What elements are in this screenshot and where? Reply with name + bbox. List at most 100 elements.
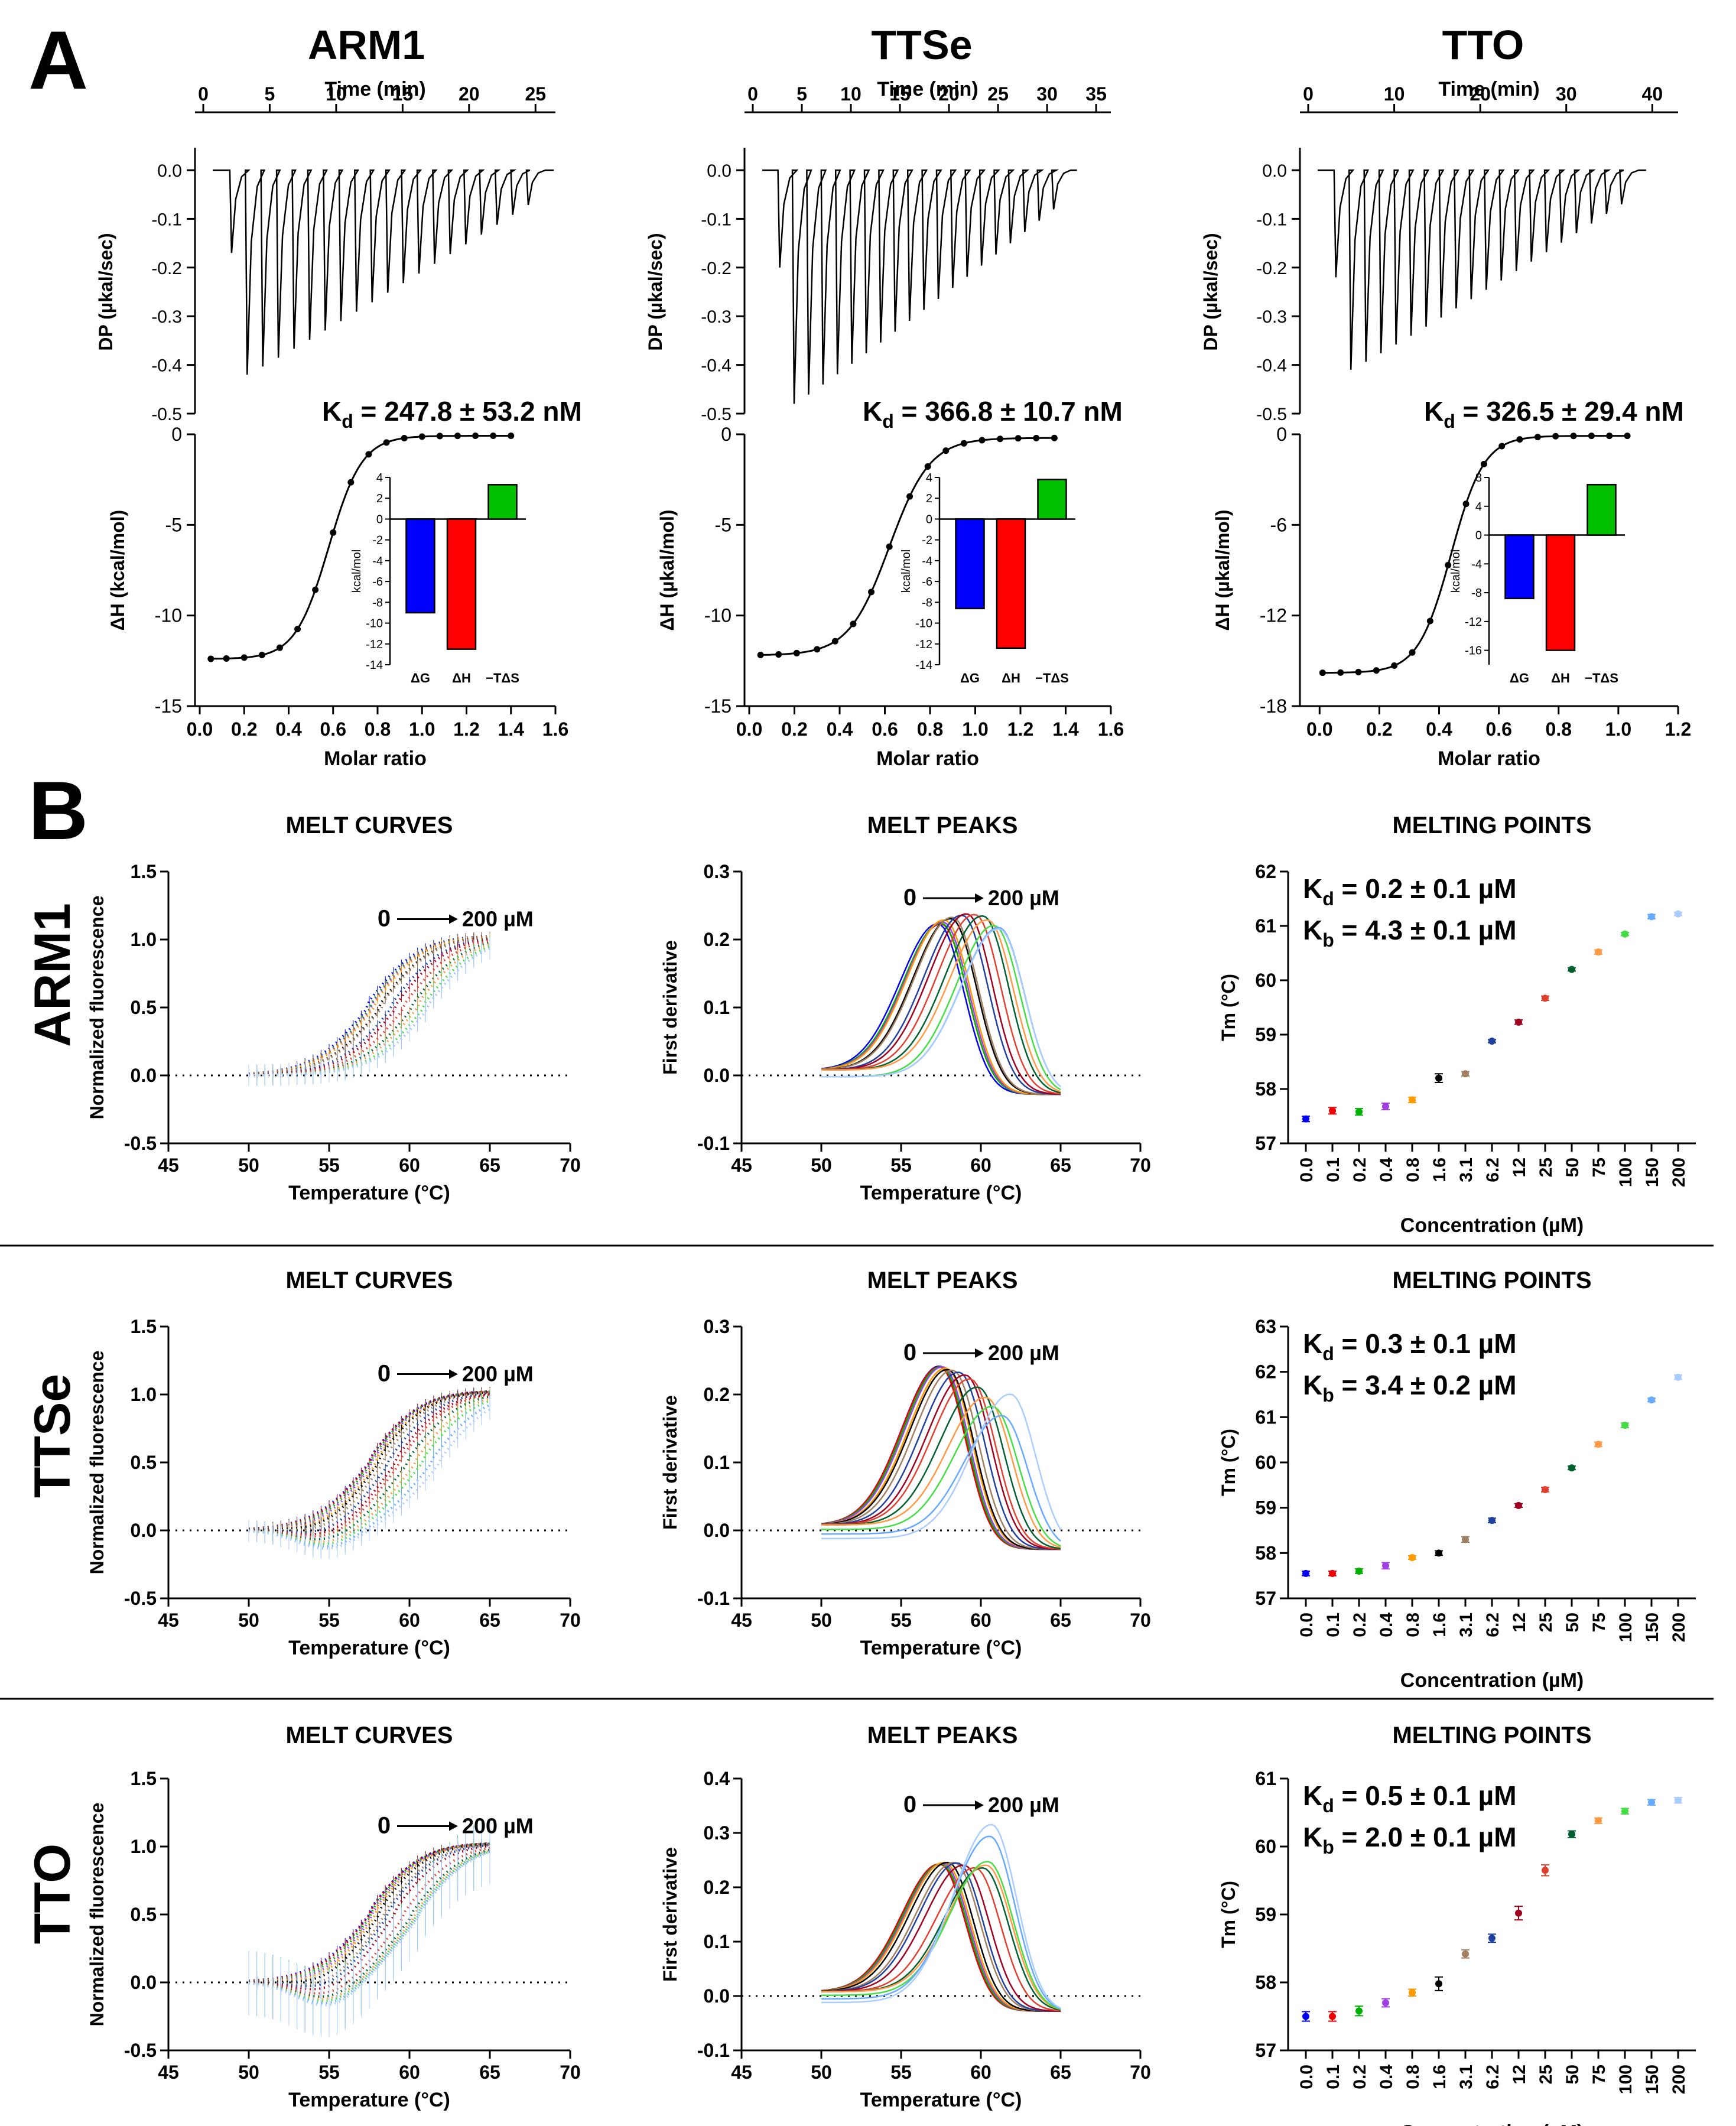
arrow-end-label: 200 µM — [988, 886, 1059, 910]
arrow-start-label: 0 — [378, 1813, 391, 1839]
peaks-y-tick-label: 0.1 — [704, 1452, 730, 1473]
curves-y-tick-label: 0.5 — [131, 1452, 157, 1473]
points-y-tick-label: 60 — [1255, 1836, 1276, 1857]
itc-dp-tick-label: -0.4 — [151, 356, 182, 376]
itc-dp-trace — [762, 169, 1077, 404]
points-x-tick-label: 0.1 — [1324, 1158, 1343, 1182]
itc-x-tick-label: 1.0 — [962, 719, 988, 740]
peaks-x-tick-label: 70 — [1130, 1610, 1151, 1631]
melt-peak-series — [821, 1374, 1061, 1550]
inset-category-label: ΔG — [1510, 671, 1529, 685]
curves-y-tick-label: -0.5 — [124, 1133, 157, 1154]
itc-x-tick-label: 1.6 — [542, 719, 568, 740]
itc-top-tick-label: 25 — [525, 83, 546, 105]
curves-y-tick-label: 0.0 — [131, 1972, 157, 1993]
itc-dh-tick-label: 0 — [1276, 424, 1287, 445]
itc-dp-tick-label: -0.1 — [151, 210, 182, 229]
peaks-x-tick-label: 45 — [731, 1610, 752, 1631]
inset-tick-label: -14 — [366, 659, 383, 672]
itc-dh-ylabel: ΔH (µkal/mol) — [656, 509, 678, 630]
melting-point — [1648, 1396, 1655, 1404]
melt-peak-series — [821, 1366, 1061, 1550]
melt-peak-series — [821, 1862, 1061, 2012]
points-y-tick-label: 58 — [1255, 1972, 1276, 1993]
itc-data-point — [1462, 500, 1470, 508]
itc-dh-tick-label: -10 — [704, 605, 732, 626]
itc-data-point — [850, 620, 857, 628]
inset-bar — [487, 484, 518, 520]
arrow-end-label: 200 µM — [988, 1341, 1059, 1365]
itc-x-tick-label: 1.2 — [1665, 719, 1691, 740]
melting-point — [1515, 1909, 1522, 1917]
melt-peak-series — [821, 1861, 1061, 2012]
itc-x-tick-label: 1.4 — [1052, 719, 1079, 740]
peaks-x-tick-label: 50 — [811, 1155, 832, 1176]
melt-peak-series — [821, 1861, 1061, 2012]
itc-data-point — [436, 433, 443, 440]
inset-bar — [1037, 479, 1067, 520]
itc-kd-value: = 366.8 ± 10.7 nM — [894, 396, 1123, 427]
itc-data-point — [1015, 435, 1022, 442]
melting-point — [1462, 1070, 1469, 1078]
inset-category-label: ΔH — [1002, 671, 1020, 685]
itc-data-point — [1588, 433, 1595, 440]
itc-dp-tick-label: -0.5 — [701, 405, 732, 424]
itc-top-tick-label: 35 — [1085, 83, 1107, 105]
curves-x-tick-label: 55 — [318, 1155, 340, 1176]
itc-x-tick-label: 0.4 — [827, 719, 853, 740]
curves-x-tick-label: 45 — [158, 1610, 179, 1631]
itc-data-point — [942, 447, 950, 454]
itc-data-point — [240, 654, 248, 661]
curves-x-tick-label: 65 — [479, 2062, 500, 2083]
points-ylabel: Tm (°C) — [1218, 974, 1239, 1041]
points-x-tick-label: 100 — [1616, 2065, 1636, 2094]
itc-x-tick-label: 0.6 — [1485, 719, 1511, 740]
points-y-tick-label: 62 — [1255, 1361, 1276, 1383]
melt-peak-series — [821, 916, 1061, 1095]
peaks-x-tick-label: 70 — [1130, 2062, 1151, 2083]
points-x-tick-label: 0.2 — [1350, 1158, 1370, 1182]
peaks-x-tick-label: 65 — [1050, 1610, 1071, 1631]
itc-dp-tick-label: 0.0 — [157, 161, 182, 181]
melt-peak-series — [821, 1396, 1061, 1548]
itc-data-point — [1534, 434, 1541, 441]
curves-x-tick-label: 45 — [158, 1155, 179, 1176]
inset-tick-label: 0 — [376, 513, 383, 526]
itc-data-point — [312, 586, 319, 593]
points-y-tick-label: 57 — [1255, 2040, 1276, 2061]
points-xlabel: Concentration (µM) — [1400, 1214, 1584, 1237]
points-x-tick-label: 1.6 — [1430, 2065, 1449, 2089]
curves-y-tick-label: 0.0 — [131, 1065, 157, 1086]
melting-point — [1675, 910, 1682, 918]
itc-dh-tick-label: 0 — [721, 424, 732, 445]
itc-top-tick-label: 15 — [392, 83, 414, 105]
points-x-tick-label: 3.1 — [1457, 1158, 1476, 1182]
curves-x-tick-label: 60 — [399, 2062, 420, 2083]
itc-dp-ylabel: DP (µkal/sec) — [645, 233, 666, 350]
itc-data-point — [793, 649, 800, 656]
itc-data-point — [1033, 434, 1040, 441]
itc-top-tick-label: 20 — [1470, 83, 1491, 105]
itc-dp-tick-label: -0.1 — [701, 210, 732, 229]
itc-data-point — [960, 440, 967, 447]
peaks-x-tick-label: 55 — [890, 2062, 912, 2083]
melting-point — [1462, 1536, 1469, 1543]
melt-peak-series — [821, 1368, 1061, 1550]
itc-data-point — [1480, 460, 1487, 467]
inset-category-label: −TΔS — [486, 671, 519, 685]
inset-bar — [1504, 534, 1535, 600]
points-y-tick-label: 59 — [1255, 1904, 1276, 1925]
itc-top-tick-label: 25 — [987, 83, 1009, 105]
itc-data-point — [207, 655, 214, 662]
itc-top-tick-label: 5 — [797, 83, 807, 105]
row-label-tto: TTO — [24, 1844, 81, 1944]
inset-tick-label: 2 — [926, 492, 932, 505]
curves-ylabel: Normalized fluorescence — [86, 1803, 108, 2027]
points-x-tick-label: 25 — [1536, 1158, 1556, 1177]
curves-y-tick-label: 1.5 — [131, 861, 157, 882]
curves-x-tick-label: 70 — [560, 2062, 581, 2083]
peaks-x-tick-label: 70 — [1130, 1155, 1151, 1176]
points-x-tick-label: 0.4 — [1377, 2065, 1396, 2089]
peaks-y-tick-label: -0.1 — [697, 1588, 730, 1609]
itc-x-tick-label: 0.6 — [320, 719, 346, 740]
